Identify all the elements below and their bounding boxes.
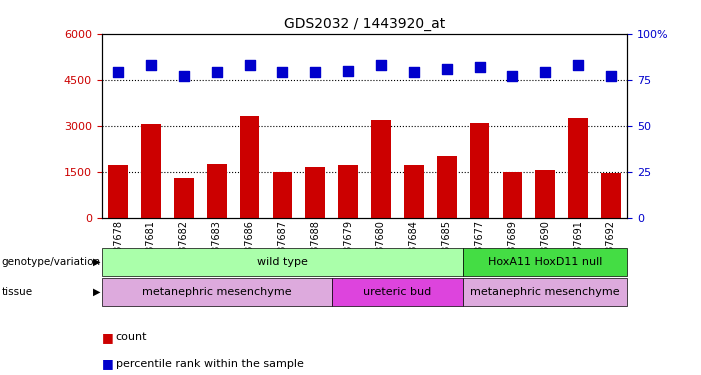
Point	[474, 64, 485, 70]
Text: ▶: ▶	[93, 256, 101, 267]
Bar	[503, 172, 522, 217]
Text: count: count	[116, 333, 147, 342]
Bar	[273, 172, 292, 217]
Point	[310, 69, 321, 75]
Bar	[536, 170, 555, 217]
Text: metanephric mesenchyme: metanephric mesenchyme	[142, 286, 292, 297]
Bar	[306, 167, 325, 218]
Point	[573, 62, 584, 68]
Text: HoxA11 HoxD11 null: HoxA11 HoxD11 null	[488, 256, 602, 267]
Point	[145, 62, 156, 68]
Point	[277, 69, 288, 75]
Title: GDS2032 / 1443920_at: GDS2032 / 1443920_at	[284, 17, 445, 32]
Point	[244, 62, 255, 68]
Point	[211, 69, 222, 75]
Point	[408, 69, 419, 75]
Point	[606, 73, 617, 79]
Text: tissue: tissue	[1, 286, 32, 297]
Bar	[470, 123, 489, 218]
Text: ureteric bud: ureteric bud	[363, 286, 432, 297]
Bar	[339, 165, 358, 218]
Bar	[207, 164, 226, 218]
Point	[375, 62, 386, 68]
Bar	[404, 165, 423, 218]
Bar	[569, 118, 588, 218]
Point	[540, 69, 551, 75]
Bar	[240, 117, 259, 218]
Point	[343, 68, 354, 74]
Text: wild type: wild type	[257, 256, 308, 267]
Point	[112, 69, 123, 75]
Point	[507, 73, 518, 79]
Bar	[141, 124, 161, 218]
Point	[441, 66, 452, 72]
Bar	[437, 156, 456, 218]
Text: ■: ■	[102, 331, 114, 344]
Text: metanephric mesenchyme: metanephric mesenchyme	[470, 286, 620, 297]
Text: ▶: ▶	[93, 286, 101, 297]
Text: ■: ■	[102, 357, 114, 370]
Text: genotype/variation: genotype/variation	[1, 256, 100, 267]
Bar	[371, 120, 391, 218]
Bar	[174, 178, 193, 218]
Point	[178, 73, 189, 79]
Bar	[108, 165, 128, 218]
Text: percentile rank within the sample: percentile rank within the sample	[116, 359, 304, 369]
Bar	[601, 173, 621, 217]
